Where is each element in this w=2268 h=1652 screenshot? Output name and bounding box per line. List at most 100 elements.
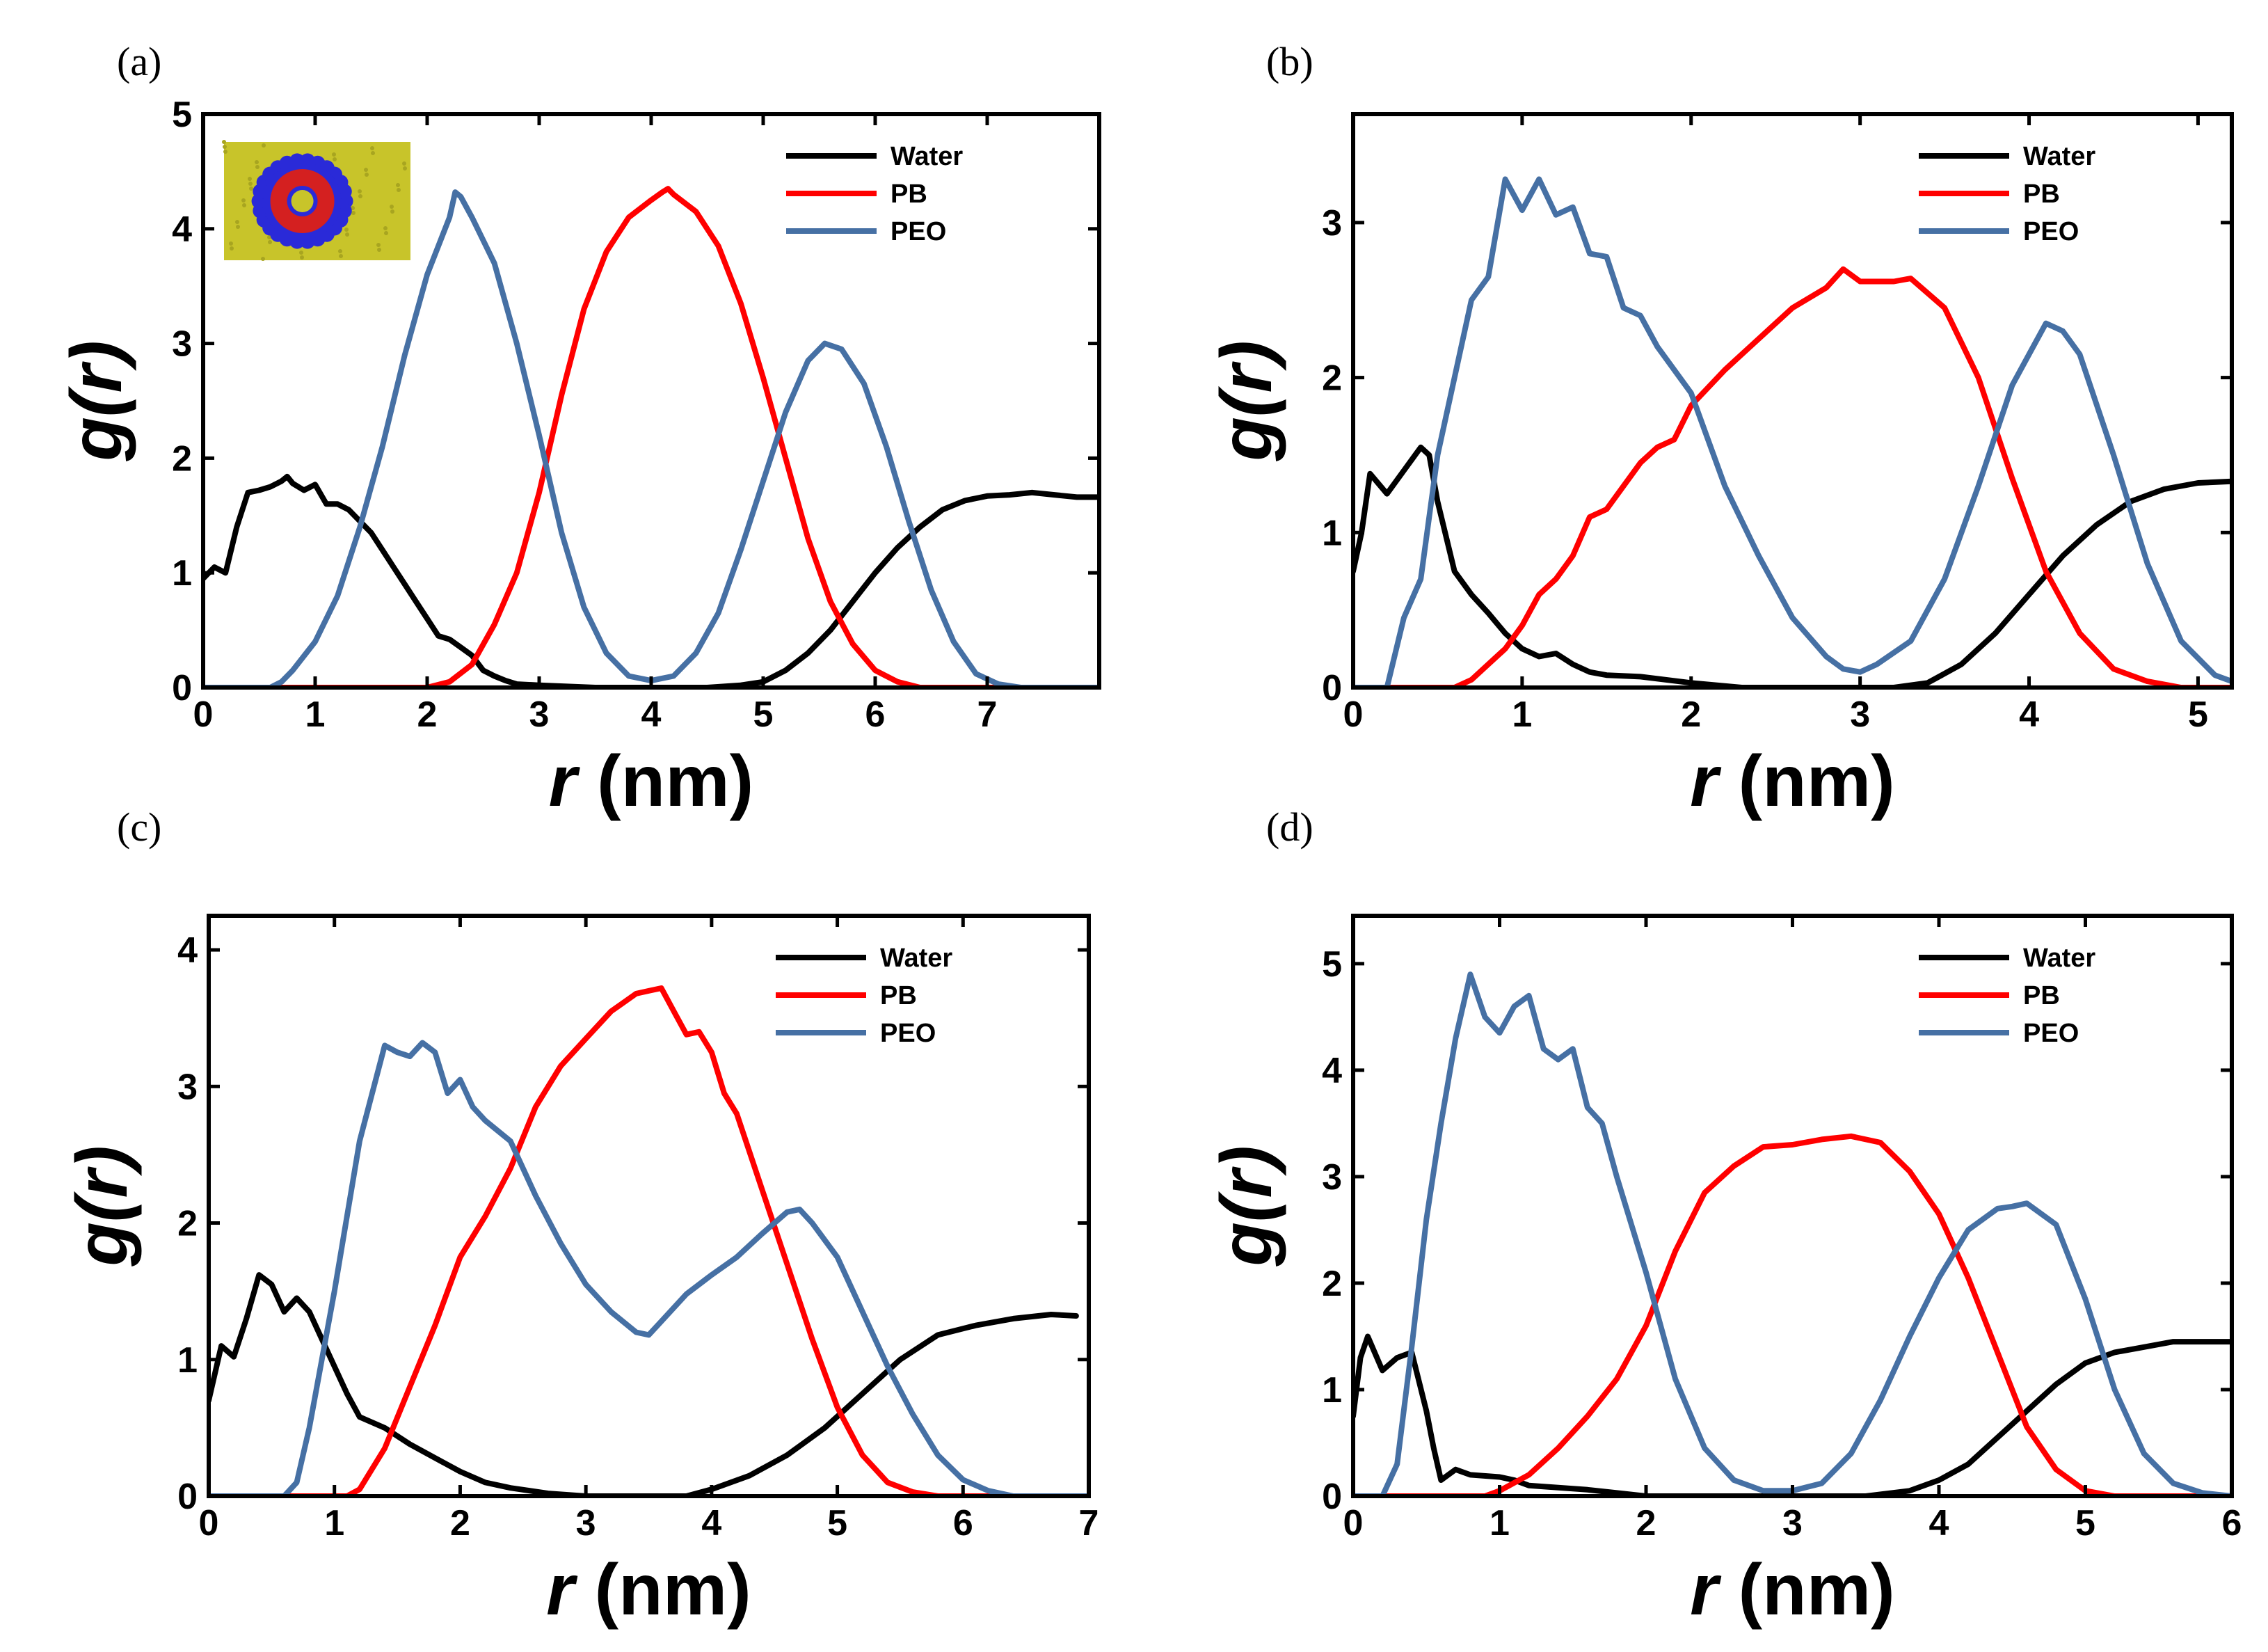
y-tick-label: 4 bbox=[1322, 1051, 1342, 1091]
x-axis-unit: (nm) bbox=[575, 1550, 751, 1630]
chart-panel-3: (c) 0 1 2 3 4 5 6 7 0 1 2 3 4 r (nm) g(r) Water PB PEO bbox=[62, 804, 1099, 1630]
x-tick-label: 6 bbox=[2222, 1503, 2242, 1543]
x-axis-title: r (nm) bbox=[546, 1550, 751, 1630]
x-tick-label: 7 bbox=[1079, 1503, 1099, 1543]
y-axis-title: g(r) bbox=[62, 1145, 143, 1266]
x-tick-label: 2 bbox=[450, 1503, 470, 1543]
y-axis-title: g(r) bbox=[1206, 340, 1287, 461]
inset-speckle bbox=[390, 205, 394, 209]
y-tick-label: 4 bbox=[177, 930, 198, 971]
x-axis-variable: r bbox=[546, 1550, 578, 1630]
series-line-peo bbox=[1353, 176, 2232, 688]
x-tick-label: 4 bbox=[1929, 1503, 1949, 1543]
inset-speckle bbox=[249, 186, 253, 191]
x-tick-label: 1 bbox=[305, 694, 326, 735]
y-tick-label: 0 bbox=[172, 668, 192, 708]
inset-speckle bbox=[230, 246, 234, 251]
x-tick-label: 2 bbox=[1681, 694, 1701, 735]
inset-speckle bbox=[338, 249, 342, 253]
legend-label-peo: PEO bbox=[2023, 217, 2079, 246]
legend-label-pb: PB bbox=[891, 180, 927, 209]
y-tick-label: 5 bbox=[172, 95, 192, 135]
y-tick-label: 2 bbox=[1322, 358, 1342, 399]
x-tick-label: 4 bbox=[2019, 694, 2039, 735]
inset-speckle bbox=[351, 206, 355, 210]
inset-speckle bbox=[396, 183, 400, 187]
legend-label-water: Water bbox=[891, 142, 963, 171]
inset-speckle bbox=[365, 173, 369, 177]
y-tick-label: 1 bbox=[1322, 513, 1342, 553]
inset-speckle bbox=[262, 143, 266, 148]
x-tick-label: 5 bbox=[827, 1503, 847, 1543]
plot-frame bbox=[1351, 112, 2234, 690]
panel-label: (c) bbox=[117, 804, 161, 850]
inset-speckle bbox=[267, 235, 271, 239]
inset-speckle bbox=[351, 211, 356, 215]
y-tick-label: 3 bbox=[172, 324, 192, 365]
inset-speckle bbox=[261, 257, 265, 261]
x-axis-title: r (nm) bbox=[549, 741, 754, 822]
x-axis-unit: (nm) bbox=[1718, 1550, 1895, 1630]
x-tick-label: 0 bbox=[199, 1503, 219, 1543]
panel-label: (a) bbox=[117, 39, 161, 84]
x-axis-variable: r bbox=[549, 741, 581, 822]
y-axis-title: g(r) bbox=[56, 340, 137, 461]
series-line-peo bbox=[203, 189, 1099, 688]
inset-speckle bbox=[223, 145, 227, 149]
legend-label-pb: PB bbox=[880, 981, 917, 1010]
y-tick-label: 0 bbox=[1322, 1477, 1342, 1517]
inset-speckle bbox=[242, 203, 246, 207]
inset-speckle bbox=[255, 160, 259, 164]
legend: Water PB PEO bbox=[1919, 142, 2095, 246]
inset-speckle bbox=[229, 241, 233, 246]
y-tick-label: 0 bbox=[1322, 668, 1342, 708]
inset-speckle bbox=[377, 248, 381, 252]
y-tick-label: 2 bbox=[172, 438, 192, 479]
x-tick-label: 4 bbox=[641, 694, 662, 735]
series-line-water bbox=[203, 473, 1099, 688]
inset-speckle bbox=[376, 243, 381, 247]
inset-speckle bbox=[248, 182, 253, 186]
inset-speckle bbox=[371, 151, 375, 155]
x-axis-variable: r bbox=[1690, 1550, 1722, 1630]
series-line-water bbox=[1353, 444, 2232, 688]
inset-speckle bbox=[370, 146, 374, 150]
legend-label-pb: PB bbox=[2023, 981, 2060, 1010]
legend-label-water: Water bbox=[880, 944, 952, 973]
inset-speckle bbox=[235, 220, 239, 224]
series-line-peo bbox=[1353, 971, 2232, 1496]
inset-speckle bbox=[390, 209, 394, 214]
legend: Water PB PEO bbox=[776, 944, 952, 1048]
y-tick-label: 2 bbox=[177, 1204, 198, 1244]
y-tick-label: 2 bbox=[1322, 1264, 1342, 1304]
inset-speckle bbox=[223, 150, 227, 154]
x-axis-title: r (nm) bbox=[1690, 741, 1895, 822]
inset-speckle bbox=[364, 168, 368, 172]
x-tick-label: 7 bbox=[977, 694, 998, 735]
inset-speckle bbox=[345, 232, 349, 237]
inset-speckle bbox=[402, 161, 406, 166]
inset-speckle bbox=[397, 188, 401, 192]
legend: Water PB PEO bbox=[1919, 944, 2095, 1048]
x-tick-label: 5 bbox=[2075, 1503, 2095, 1543]
inset-speckle bbox=[241, 198, 246, 202]
x-tick-label: 3 bbox=[576, 1503, 596, 1543]
legend-label-peo: PEO bbox=[2023, 1019, 2079, 1048]
panel-label: (d) bbox=[1266, 804, 1313, 850]
y-axis-title: g(r) bbox=[1206, 1145, 1287, 1266]
inset-speckle bbox=[332, 152, 336, 157]
legend-label-water: Water bbox=[2023, 944, 2095, 973]
x-tick-label: 6 bbox=[953, 1503, 973, 1543]
inset-speckle bbox=[222, 140, 226, 144]
x-tick-label: 1 bbox=[1512, 694, 1532, 735]
panel-label: (b) bbox=[1266, 39, 1313, 84]
x-tick-label: 4 bbox=[701, 1503, 721, 1543]
y-tick-label: 0 bbox=[177, 1477, 198, 1517]
x-tick-label: 1 bbox=[1490, 1503, 1510, 1543]
x-axis-unit: (nm) bbox=[577, 741, 753, 822]
inset-speckle bbox=[333, 157, 337, 161]
x-tick-label: 0 bbox=[193, 694, 214, 735]
series-line-pb bbox=[1353, 266, 2232, 688]
inset-speckle bbox=[299, 251, 303, 255]
x-tick-label: 2 bbox=[1636, 1503, 1656, 1543]
